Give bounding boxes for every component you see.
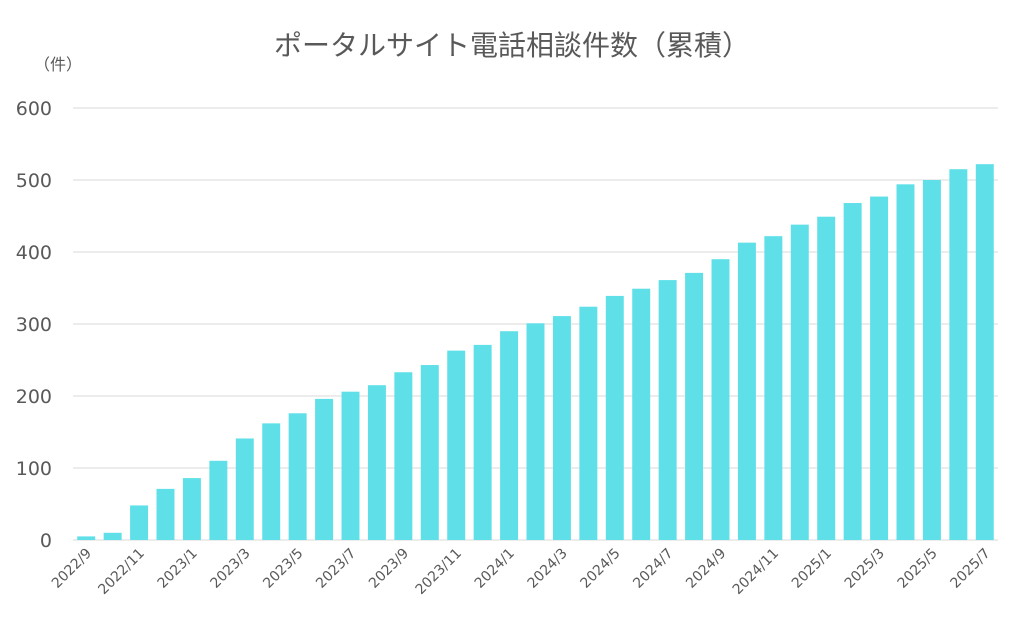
bar-2025/6: [949, 169, 968, 540]
bar-2023/7: [341, 391, 360, 540]
bar-2024/8: [685, 272, 704, 540]
x-tick-label: 2025/3: [842, 546, 888, 592]
x-tick-label: 2024/5: [577, 546, 623, 592]
bar-2022/11: [130, 505, 149, 540]
bar-2023/11: [447, 350, 466, 540]
bar-2023/9: [394, 372, 413, 540]
y-tick-label: 0: [40, 530, 52, 552]
y-axis-ticks: 0 100 200 300 400 500 600: [16, 98, 52, 552]
y-tick-label: 500: [16, 170, 52, 192]
bar-2024/1: [500, 331, 519, 540]
bar-2023/5: [288, 413, 307, 540]
bar-2025/4: [896, 184, 915, 540]
x-tick-label: 2025/1: [789, 546, 835, 592]
x-tick-label: 2023/11: [413, 546, 465, 598]
bar-2024/12: [790, 224, 809, 540]
y-tick-label: 400: [16, 242, 52, 264]
x-tick-label: 2024/3: [525, 546, 571, 592]
x-tick-label: 2024/1: [472, 546, 518, 592]
x-tick-label: 2022/11: [95, 546, 147, 598]
bar-2024/11: [764, 236, 783, 540]
x-tick-label: 2025/7: [947, 546, 993, 592]
bar-2022/12: [156, 488, 175, 540]
bar-2024/2: [526, 323, 545, 540]
bar-2025/7: [975, 164, 994, 540]
x-tick-label: 2023/5: [260, 546, 306, 592]
bar-2024/6: [632, 288, 651, 540]
y-tick-label: 100: [16, 458, 52, 480]
y-tick-label: 300: [16, 314, 52, 336]
bar-2023/6: [315, 398, 334, 540]
bar-2023/3: [235, 438, 254, 540]
bar-2025/2: [843, 203, 862, 541]
x-tick-label: 2023/3: [207, 546, 253, 592]
bar-2024/10: [737, 242, 756, 540]
bar-2024/5: [605, 295, 624, 540]
x-tick-label: 2024/11: [730, 546, 782, 598]
bar-2023/10: [420, 365, 439, 540]
bar-2022/10: [103, 532, 122, 540]
bar-2023/8: [367, 385, 386, 540]
x-tick-label: 2023/7: [313, 546, 359, 592]
y-tick-label: 600: [16, 98, 52, 120]
bar-2024/3: [552, 316, 571, 540]
x-tick-label: 2024/9: [683, 546, 729, 592]
bar-2025/1: [817, 216, 836, 540]
x-tick-label: 2023/9: [366, 546, 412, 592]
x-tick-label: 2024/7: [630, 546, 676, 592]
bar-2024/9: [711, 259, 730, 540]
x-axis-ticks: 2022/9 2022/11 2023/1 2023/3 2023/5 2023/7 202…: [49, 546, 994, 598]
bar-2024/7: [658, 280, 677, 540]
chart-title: ポータルサイト電話相談件数（累積）: [274, 29, 750, 62]
y-tick-label: 200: [16, 386, 52, 408]
bar-2025/5: [922, 180, 941, 540]
x-tick-label: 2023/1: [155, 546, 201, 592]
bar-2023/2: [209, 460, 228, 540]
bar-2023/1: [182, 478, 201, 540]
bar-2025/3: [870, 196, 889, 540]
y-axis-unit: （件）: [34, 55, 82, 74]
x-tick-label: 2025/5: [895, 546, 941, 592]
bars: [77, 164, 994, 541]
bar-2023/4: [262, 423, 281, 540]
bar-2024/4: [579, 306, 598, 540]
x-tick-label: 2022/9: [49, 546, 95, 592]
bar-2023/12: [473, 344, 492, 540]
bar-2022/9: [77, 536, 96, 540]
